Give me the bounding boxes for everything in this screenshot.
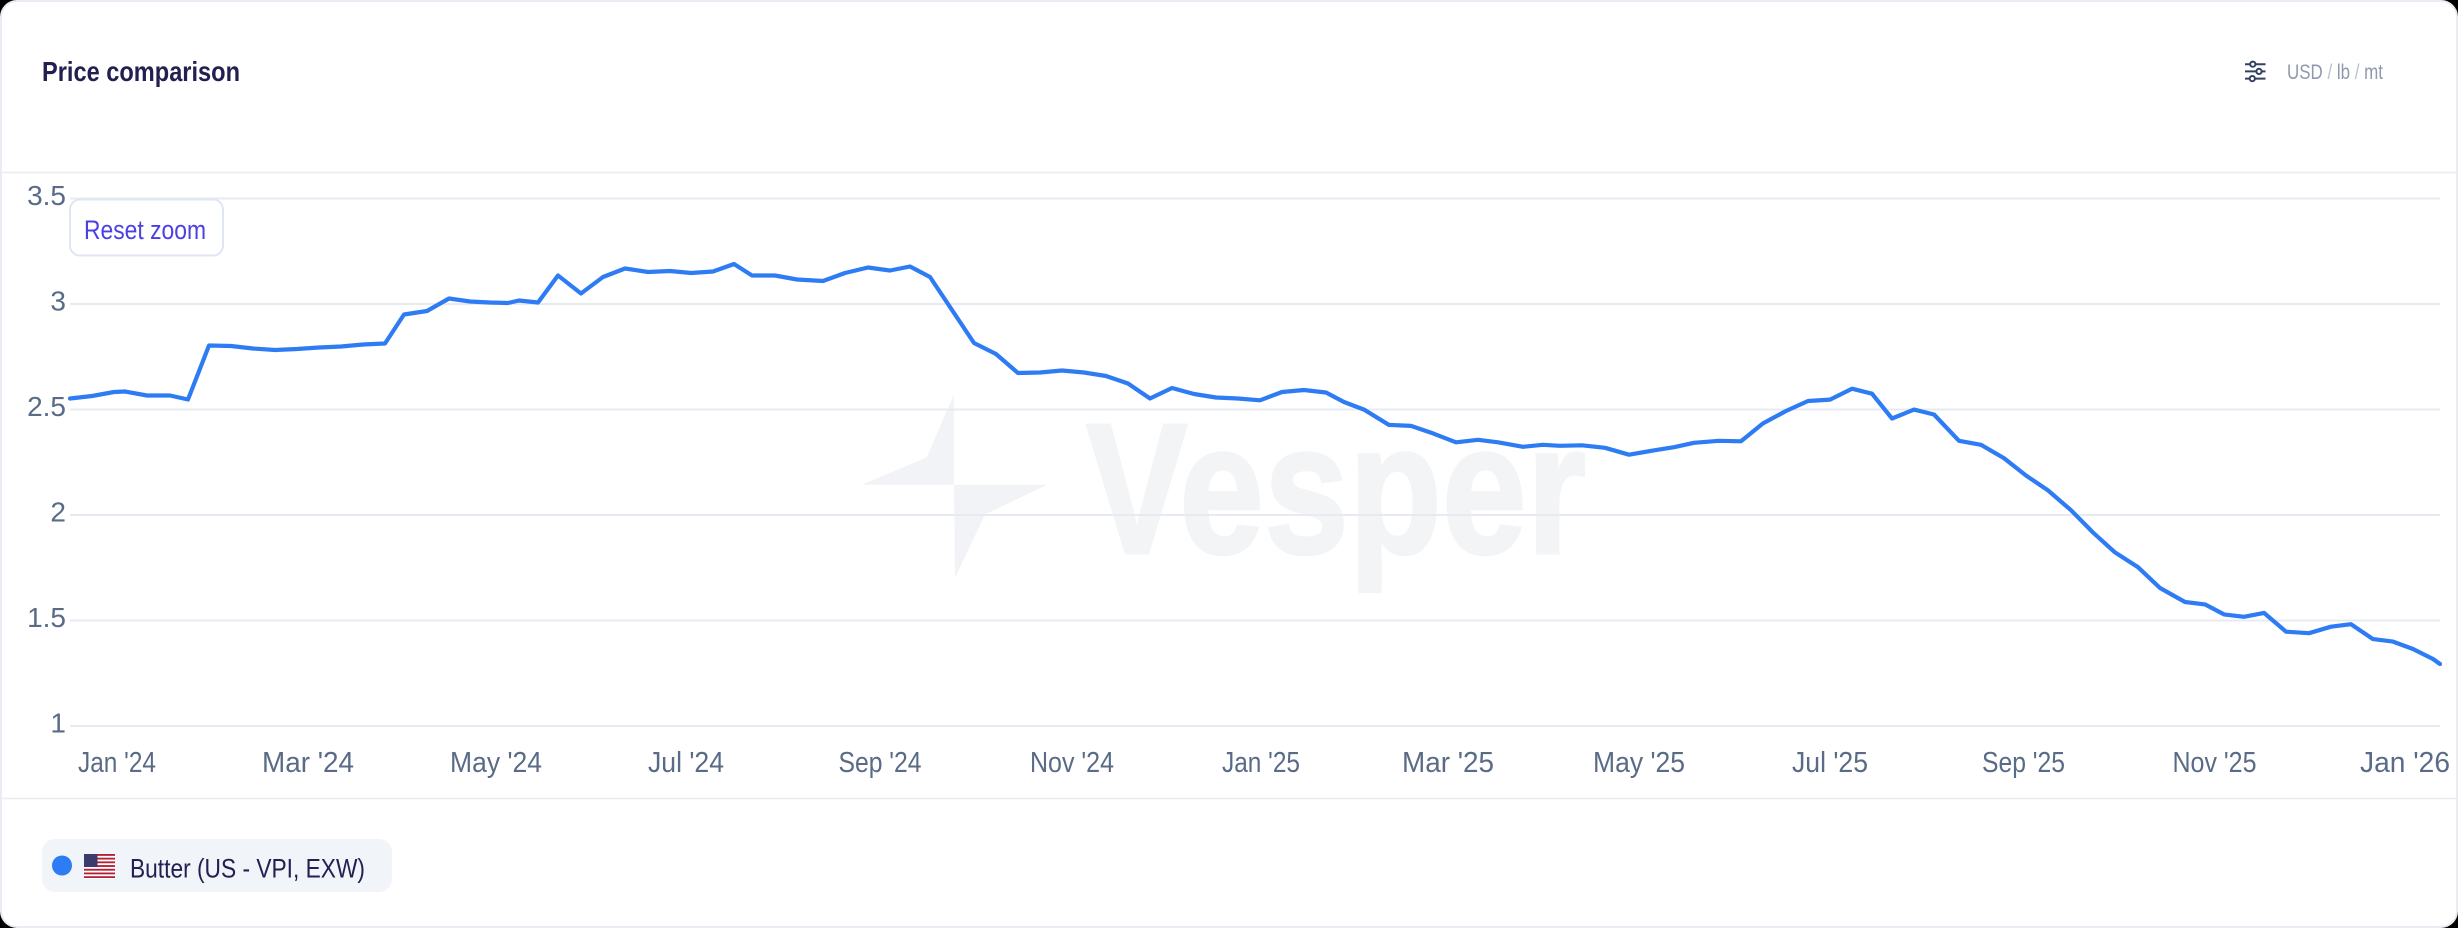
svg-text:Vesper: Vesper (1086, 386, 1586, 593)
svg-text:May '24: May '24 (450, 747, 542, 779)
svg-text:Reset zoom: Reset zoom (84, 215, 206, 245)
svg-text:Nov '24: Nov '24 (1030, 747, 1114, 779)
svg-text:May '25: May '25 (1593, 747, 1685, 779)
svg-text:Mar '25: Mar '25 (1402, 747, 1494, 779)
svg-text:Butter (US - VPI, EXW): Butter (US - VPI, EXW) (130, 854, 365, 884)
svg-text:3.5: 3.5 (27, 180, 66, 211)
svg-text:USD / lb / mt: USD / lb / mt (2287, 60, 2383, 84)
svg-text:Price comparison: Price comparison (42, 56, 240, 87)
svg-text:Sep '25: Sep '25 (1982, 747, 2065, 779)
svg-text:Jul '24: Jul '24 (648, 747, 724, 779)
svg-text:Sep '24: Sep '24 (839, 747, 922, 779)
svg-text:Jan '25: Jan '25 (1222, 747, 1300, 779)
svg-text:Jul '25: Jul '25 (1792, 747, 1868, 779)
svg-text:1: 1 (50, 707, 66, 738)
svg-text:Mar '24: Mar '24 (262, 747, 354, 779)
svg-text:Jan '24: Jan '24 (78, 747, 156, 779)
svg-text:1.5: 1.5 (27, 602, 66, 633)
svg-text:3: 3 (50, 285, 66, 316)
svg-text:2.5: 2.5 (27, 391, 66, 422)
svg-text:Jan '26: Jan '26 (2360, 747, 2450, 779)
svg-text:Nov '25: Nov '25 (2173, 747, 2257, 779)
svg-text:2: 2 (50, 496, 66, 527)
